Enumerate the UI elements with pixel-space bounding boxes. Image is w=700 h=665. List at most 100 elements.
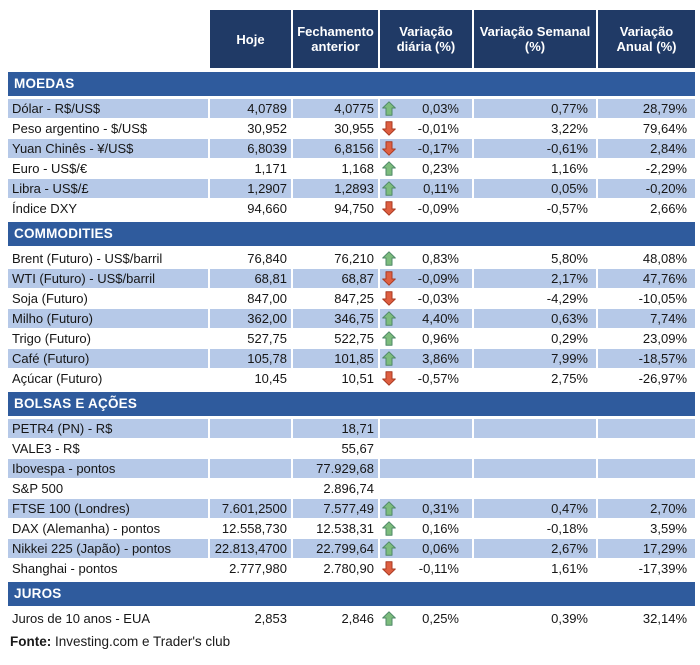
hoje-value xyxy=(210,419,291,438)
fechamento-value: 68,87 xyxy=(293,269,378,288)
row-label: Trigo (Futuro) xyxy=(12,331,91,346)
hoje-value: 30,952 xyxy=(247,121,287,136)
variacao-diaria-value: -0,03% xyxy=(380,289,472,308)
financial-table: Hoje Fechamento anterior Variação diária (… xyxy=(8,10,695,629)
source-note: Fonte: Investing.com e Trader's club xyxy=(10,634,230,649)
variacao-semanal-value: 5,80% xyxy=(551,251,588,266)
variacao-anual-value: 32,14% xyxy=(642,611,687,626)
arrow-up-icon xyxy=(382,521,396,536)
variacao-semanal-value xyxy=(474,479,596,498)
fechamento-value: 346,75 xyxy=(293,309,378,328)
fechamento-value: 94,750 xyxy=(334,201,374,216)
arrow-down-icon xyxy=(382,371,396,386)
arrow-up-icon xyxy=(382,501,396,516)
table-row: VALE3 - R$ 55,67 xyxy=(8,439,695,458)
variacao-semanal-value: 3,22% xyxy=(551,121,588,136)
table-row: FTSE 100 (Londres) 7.601,2500 7.577,49 0,31… xyxy=(8,499,695,518)
table-row: Nikkei 225 (Japão) - pontos 22.813,4700 22… xyxy=(8,539,695,558)
variacao-diaria-value: -0,57% xyxy=(380,369,472,388)
hoje-value: 22.813,4700 xyxy=(210,539,291,558)
fechamento-value: 2.896,74 xyxy=(323,481,374,496)
arrow-down-icon xyxy=(382,271,396,286)
row-label: PETR4 (PN) - R$ xyxy=(8,419,208,438)
arrow-down-icon xyxy=(382,561,396,576)
variacao-semanal-value: 2,75% xyxy=(551,371,588,386)
row-label: Soja (Futuro) xyxy=(12,291,88,306)
variacao-anual-value: 2,70% xyxy=(598,499,695,518)
variacao-anual-value: -17,39% xyxy=(638,561,687,576)
hoje-value: 1,2907 xyxy=(210,179,291,198)
table-row: Libra - US$/£ 1,2907 1,2893 0,11% 0,05% -0,20… xyxy=(8,179,695,198)
hoje-value: 68,81 xyxy=(210,269,291,288)
table-body: MOEDAS Dólar - R$/US$ 4,0789 4,0775 0,03% 0,7… xyxy=(8,72,695,628)
variacao-diaria-value: 4,40% xyxy=(380,309,472,328)
row-label: WTI (Futuro) - US$/barril xyxy=(8,269,208,288)
variacao-diaria-value: 0,31% xyxy=(380,499,472,518)
table-row: Shanghai - pontos 2.777,980 2.780,90 -0,11%… xyxy=(8,559,695,578)
variacao-diaria-value: 0,11% xyxy=(380,179,472,198)
row-label: VALE3 - R$ xyxy=(12,441,80,456)
variacao-diaria-value xyxy=(380,459,472,478)
arrow-up-icon xyxy=(382,331,396,346)
source-text: Investing.com e Trader's club xyxy=(51,634,231,649)
arrow-up-icon xyxy=(382,101,396,116)
table-row: Juros de 10 anos - EUA 2,853 2,846 0,25% 0,3… xyxy=(8,609,695,628)
row-label: Yuan Chinês - ¥/US$ xyxy=(8,139,208,158)
table-row: WTI (Futuro) - US$/barril 68,81 68,87 -0,09… xyxy=(8,269,695,288)
arrow-up-icon xyxy=(382,541,396,556)
variacao-semanal-value xyxy=(474,419,596,438)
section-banner-moedas: MOEDAS xyxy=(8,72,695,96)
fechamento-value: 76,210 xyxy=(334,251,374,266)
table-row: PETR4 (PN) - R$ 18,71 xyxy=(8,419,695,438)
variacao-diaria-value xyxy=(380,479,472,498)
variacao-semanal-value: 0,77% xyxy=(474,99,596,118)
variacao-diaria-value: 0,16% xyxy=(380,519,472,538)
fechamento-value: 10,51 xyxy=(341,371,374,386)
variacao-semanal-value: -4,29% xyxy=(546,291,588,306)
variacao-anual-value: 2,84% xyxy=(598,139,695,158)
fechamento-value: 2.780,90 xyxy=(323,561,374,576)
column-header-3: Variação Semanal (%) xyxy=(474,10,596,68)
row-label: Libra - US$/£ xyxy=(8,179,208,198)
table-row: DAX (Alemanha) - pontos 12.558,730 12.538,… xyxy=(8,519,695,538)
table-row: Soja (Futuro) 847,00 847,25 -0,03% -4,29% -10… xyxy=(8,289,695,308)
variacao-anual-value: 79,64% xyxy=(642,121,687,136)
hoje-value: 10,45 xyxy=(254,371,287,386)
hoje-value: 527,75 xyxy=(247,331,287,346)
variacao-semanal-value xyxy=(474,439,596,458)
variacao-semanal-value: -0,18% xyxy=(546,521,588,536)
fechamento-value: 6,8156 xyxy=(293,139,378,158)
variacao-diaria-value: 0,83% xyxy=(380,249,472,268)
variacao-anual-value: 2,66% xyxy=(650,201,687,216)
variacao-semanal-value: -0,61% xyxy=(474,139,596,158)
fechamento-value: 55,67 xyxy=(341,441,374,456)
row-label: Café (Futuro) xyxy=(8,349,208,368)
hoje-value xyxy=(210,479,291,498)
fechamento-value: 7.577,49 xyxy=(293,499,378,518)
variacao-semanal-value: -0,57% xyxy=(546,201,588,216)
variacao-diaria-value: -0,09% xyxy=(380,199,472,218)
fechamento-value: 18,71 xyxy=(293,419,378,438)
hoje-value xyxy=(210,459,291,478)
variacao-diaria-value: 3,86% xyxy=(380,349,472,368)
row-label: Euro - US$/€ xyxy=(12,161,88,176)
fechamento-value: 1,2893 xyxy=(293,179,378,198)
hoje-value: 362,00 xyxy=(210,309,291,328)
table-row: S&P 500 2.896,74 xyxy=(8,479,695,498)
variacao-anual-value: 48,08% xyxy=(642,251,687,266)
table-row: Café (Futuro) 105,78 101,85 3,86% 7,99% -18,5… xyxy=(8,349,695,368)
row-label: Brent (Futuro) - US$/barril xyxy=(12,251,163,266)
fechamento-value: 30,955 xyxy=(334,121,374,136)
fechamento-value: 101,85 xyxy=(293,349,378,368)
variacao-diaria-value: 0,25% xyxy=(380,609,472,628)
fechamento-value: 77.929,68 xyxy=(293,459,378,478)
fechamento-value: 1,168 xyxy=(341,161,374,176)
hoje-value: 7.601,2500 xyxy=(210,499,291,518)
variacao-semanal-value: 1,61% xyxy=(551,561,588,576)
variacao-anual-value xyxy=(598,459,695,478)
row-label: Ibovespa - pontos xyxy=(8,459,208,478)
row-label: Milho (Futuro) xyxy=(8,309,208,328)
table-row: Índice DXY 94,660 94,750 -0,09% -0,57% 2,66% xyxy=(8,199,695,218)
column-header-4: Variação Anual (%) xyxy=(598,10,695,68)
table-row: Brent (Futuro) - US$/barril 76,840 76,210 0… xyxy=(8,249,695,268)
